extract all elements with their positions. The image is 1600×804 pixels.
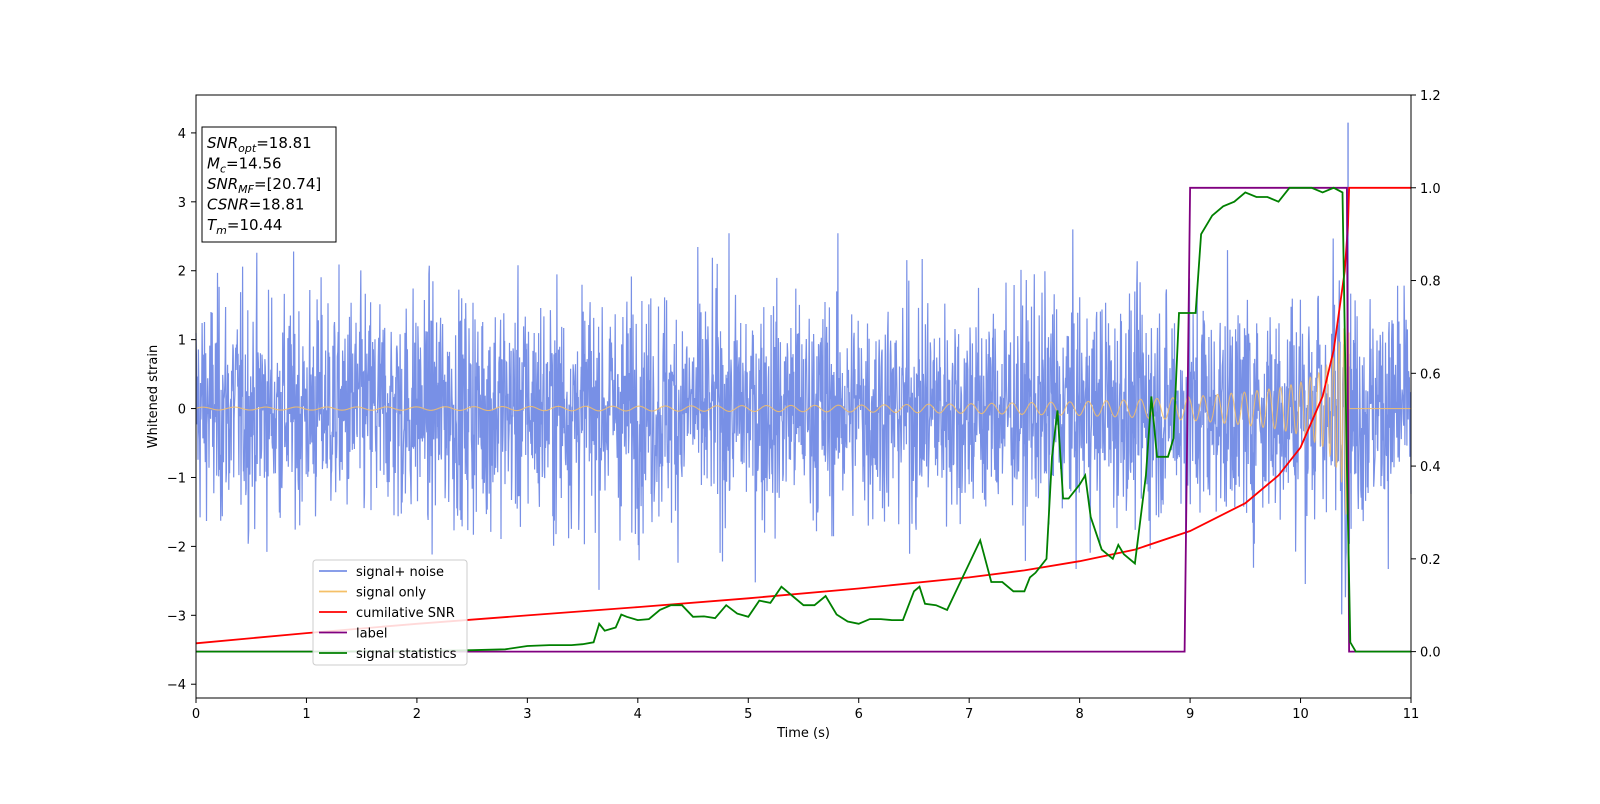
y-right-tick-label: 0.2 bbox=[1420, 553, 1441, 568]
y-left-tick-label: −4 bbox=[167, 678, 186, 693]
y-left-tick-label: 2 bbox=[178, 265, 186, 280]
y-left-tick-label: −1 bbox=[167, 471, 186, 486]
y-left-tick-label: 4 bbox=[178, 127, 186, 142]
y-left-tick-label: 1 bbox=[178, 334, 186, 349]
info-subscript: MF bbox=[238, 183, 254, 196]
info-line: CSNR=18.81 bbox=[207, 196, 304, 214]
y-left-tick-label: 0 bbox=[178, 403, 186, 418]
x-tick-label: 11 bbox=[1403, 707, 1420, 722]
legend-label: label bbox=[356, 627, 387, 642]
x-axis: 0 1 2 3 4 5 6 7 8 9 10 11 bbox=[192, 698, 1419, 722]
y-axis-left: 4 3 2 1 0 −1 −2 −3 −4 bbox=[167, 127, 196, 693]
x-tick-label: 4 bbox=[634, 707, 642, 722]
x-tick-label: 6 bbox=[855, 707, 863, 722]
y-right-tick-label: 0.4 bbox=[1420, 460, 1441, 475]
y-right-tick-label: 1.0 bbox=[1420, 182, 1441, 197]
info-subscript: c bbox=[220, 163, 226, 176]
legend-label: signal only bbox=[356, 586, 426, 601]
info-symbol: SNR bbox=[207, 134, 238, 152]
info-symbol: CSNR bbox=[207, 196, 249, 214]
y-right-tick-label: 0.8 bbox=[1420, 275, 1441, 290]
info-value: =10.44 bbox=[227, 216, 283, 234]
info-subscript: opt bbox=[238, 142, 257, 155]
signal-only-series bbox=[195, 268, 1411, 554]
info-value: =18.81 bbox=[256, 134, 312, 152]
signal-only-line bbox=[195, 268, 1411, 554]
legend-label: signal statistics bbox=[356, 647, 457, 662]
x-tick-label: 7 bbox=[965, 707, 973, 722]
x-tick-label: 3 bbox=[523, 707, 531, 722]
info-line: SNRopt=18.81 bbox=[207, 134, 312, 155]
y-axis-label: Whitened strain bbox=[146, 345, 161, 448]
y-right-tick-label: 1.2 bbox=[1420, 89, 1441, 104]
legend-label: signal+ noise bbox=[356, 565, 444, 580]
signal-statistics-line bbox=[196, 186, 1411, 653]
info-value: =18.81 bbox=[249, 196, 305, 214]
info-value: =[20.74] bbox=[254, 175, 321, 193]
legend-frame bbox=[312, 559, 468, 666]
x-tick-label: 0 bbox=[192, 707, 200, 722]
x-tick-label: 1 bbox=[302, 707, 310, 722]
legend-label: cumilative SNR bbox=[356, 606, 455, 621]
info-line: Mc=14.56 bbox=[207, 155, 282, 176]
cumilative-snr-line bbox=[195, 186, 1411, 645]
y-left-tick-label: −3 bbox=[167, 609, 186, 624]
info-symbol: T bbox=[207, 216, 218, 234]
info-symbol: M bbox=[207, 155, 220, 173]
signal-noise-series bbox=[195, 122, 1412, 616]
y-left-tick-label: −2 bbox=[167, 540, 186, 555]
y-left-tick-label: 3 bbox=[178, 196, 186, 211]
x-tick-label: 10 bbox=[1292, 707, 1309, 722]
y-right-tick-label: 0.6 bbox=[1420, 367, 1441, 382]
info-value: =14.56 bbox=[226, 155, 282, 173]
x-tick-label: 5 bbox=[744, 707, 752, 722]
x-tick-label: 9 bbox=[1186, 707, 1194, 722]
info-symbol: SNR bbox=[207, 175, 238, 193]
plot-frame bbox=[195, 94, 1412, 699]
info-box-frame bbox=[201, 126, 337, 243]
x-axis-label: Time (s) bbox=[776, 726, 830, 741]
info-box: SNRopt=18.81Mc=14.56SNRMF=[20.74]CSNR=18… bbox=[201, 126, 337, 243]
info-line: SNRMF=[20.74] bbox=[207, 175, 321, 196]
info-subscript: m bbox=[216, 224, 227, 237]
y-axis-right: 1.2 1.0 0.8 0.6 0.4 0.2 0.0 bbox=[1411, 89, 1441, 661]
x-tick-label: 8 bbox=[1075, 707, 1083, 722]
y-right-tick-label: 0.0 bbox=[1420, 646, 1441, 661]
right-axis-series bbox=[195, 186, 1411, 653]
legend: signal+ noise signal only cumilative SNR la… bbox=[312, 559, 468, 666]
plot-area bbox=[195, 122, 1412, 653]
info-line: Tm=10.44 bbox=[207, 216, 282, 237]
signal-noise-line bbox=[195, 229, 1412, 616]
x-tick-label: 2 bbox=[413, 707, 421, 722]
